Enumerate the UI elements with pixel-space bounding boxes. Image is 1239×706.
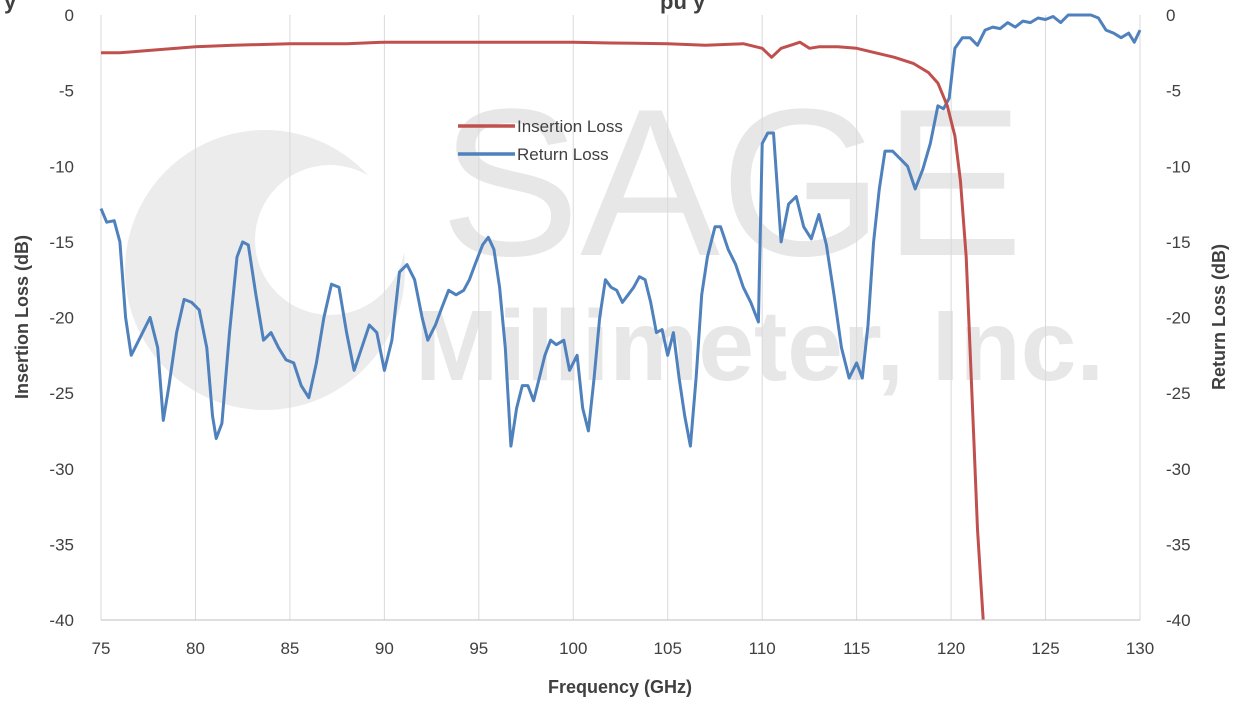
x-tick-labels: 75 80 85 90 95 100 105 110 115 120 125 130 [92,639,1155,658]
watermark-logo-inner [255,165,405,315]
y-tick-label-left: 0 [65,6,74,25]
watermark-line1: SAGE [440,65,1024,300]
x-tick-label: 75 [92,639,111,658]
y-tick-label-right: -15 [1166,233,1191,252]
y-tick-label-right: -10 [1166,157,1191,176]
y-tick-label-left: -15 [49,233,74,252]
y-tick-labels-left: 0 -5 -10 -15 -20 -25 -30 -35 -40 [49,6,74,630]
y-tick-label-left: -20 [49,309,74,328]
y-tick-label-left: -40 [49,611,74,630]
y-tick-label-right: -30 [1166,460,1191,479]
x-tick-label: 90 [375,639,394,658]
x-tick-label: 105 [654,639,682,658]
x-tick-label: 130 [1126,639,1154,658]
series-line-return-loss [99,13,1142,448]
series-layer [99,13,1142,621]
series-line-insertion-loss [101,40,985,621]
y-tick-label-left: -30 [49,460,74,479]
y-axis-title-left: Insertion Loss (dB) [12,235,32,399]
x-axis-title: Frequency (GHz) [548,677,692,697]
title-fragment-left: y [4,0,17,14]
y-tick-label-right: -20 [1166,309,1191,328]
legend-label-insertion-loss: Insertion Loss [517,117,623,136]
y-tick-label-left: -35 [49,535,74,554]
x-tick-label: 115 [843,639,870,658]
grid [100,15,1141,620]
y-tick-labels-right: 0 -5 -10 -15 -20 -25 -30 -35 -40 [1166,6,1191,630]
y-tick-label-right: -35 [1166,535,1191,554]
y-tick-label-left: -10 [49,157,74,176]
y-tick-label-right: -40 [1166,611,1191,630]
x-tick-label: 100 [559,639,587,658]
y-tick-label-left: -5 [59,82,74,101]
x-tick-label: 95 [469,639,488,658]
x-tick-label: 125 [1031,639,1059,658]
y-tick-label-right: -5 [1166,82,1181,101]
x-tick-label: 80 [186,639,205,658]
y-axis-title-right: Return Loss (dB) [1209,244,1229,390]
x-tick-label: 85 [280,639,299,658]
y-tick-label-right: 0 [1166,6,1175,25]
x-tick-label: 110 [749,639,776,658]
y-tick-label-left: -25 [49,384,74,403]
x-tick-label: 120 [937,639,965,658]
y-tick-label-right: -25 [1166,384,1191,403]
title-fragment-right: pu y [660,0,706,14]
legend-label-return-loss: Return Loss [517,145,609,164]
legend: Insertion Loss Return Loss [458,117,623,164]
